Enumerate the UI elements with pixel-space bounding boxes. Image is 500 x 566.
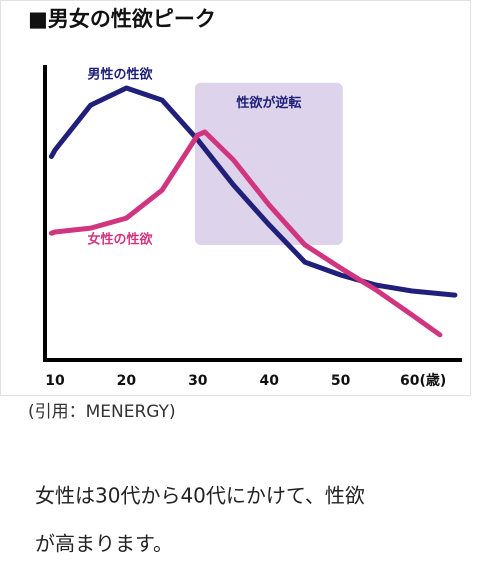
highlight-label: 性欲が逆転: [236, 95, 301, 111]
series-label: 男性の性欲: [87, 67, 152, 83]
x-tick-label: 50: [331, 373, 351, 389]
x-tick-label: 30: [188, 373, 208, 389]
series-line: [48, 85, 458, 298]
chart-title: ■男女の性欲ピーク: [28, 7, 216, 31]
x-tick-label: 10: [45, 373, 65, 389]
x-tick-label: 40: [259, 373, 279, 389]
highlight-region: [194, 82, 343, 245]
x-tick-label: 20: [117, 373, 137, 389]
x-tick-label: 60(歳): [400, 372, 446, 389]
source: (引用：MENERGY): [28, 402, 176, 422]
series-label: 女性の性欲: [87, 232, 152, 248]
caption-line: が高まります。: [35, 532, 173, 556]
series-line: [48, 129, 443, 338]
caption-line: 女性は30代から40代にかけて、性欲: [35, 484, 365, 508]
